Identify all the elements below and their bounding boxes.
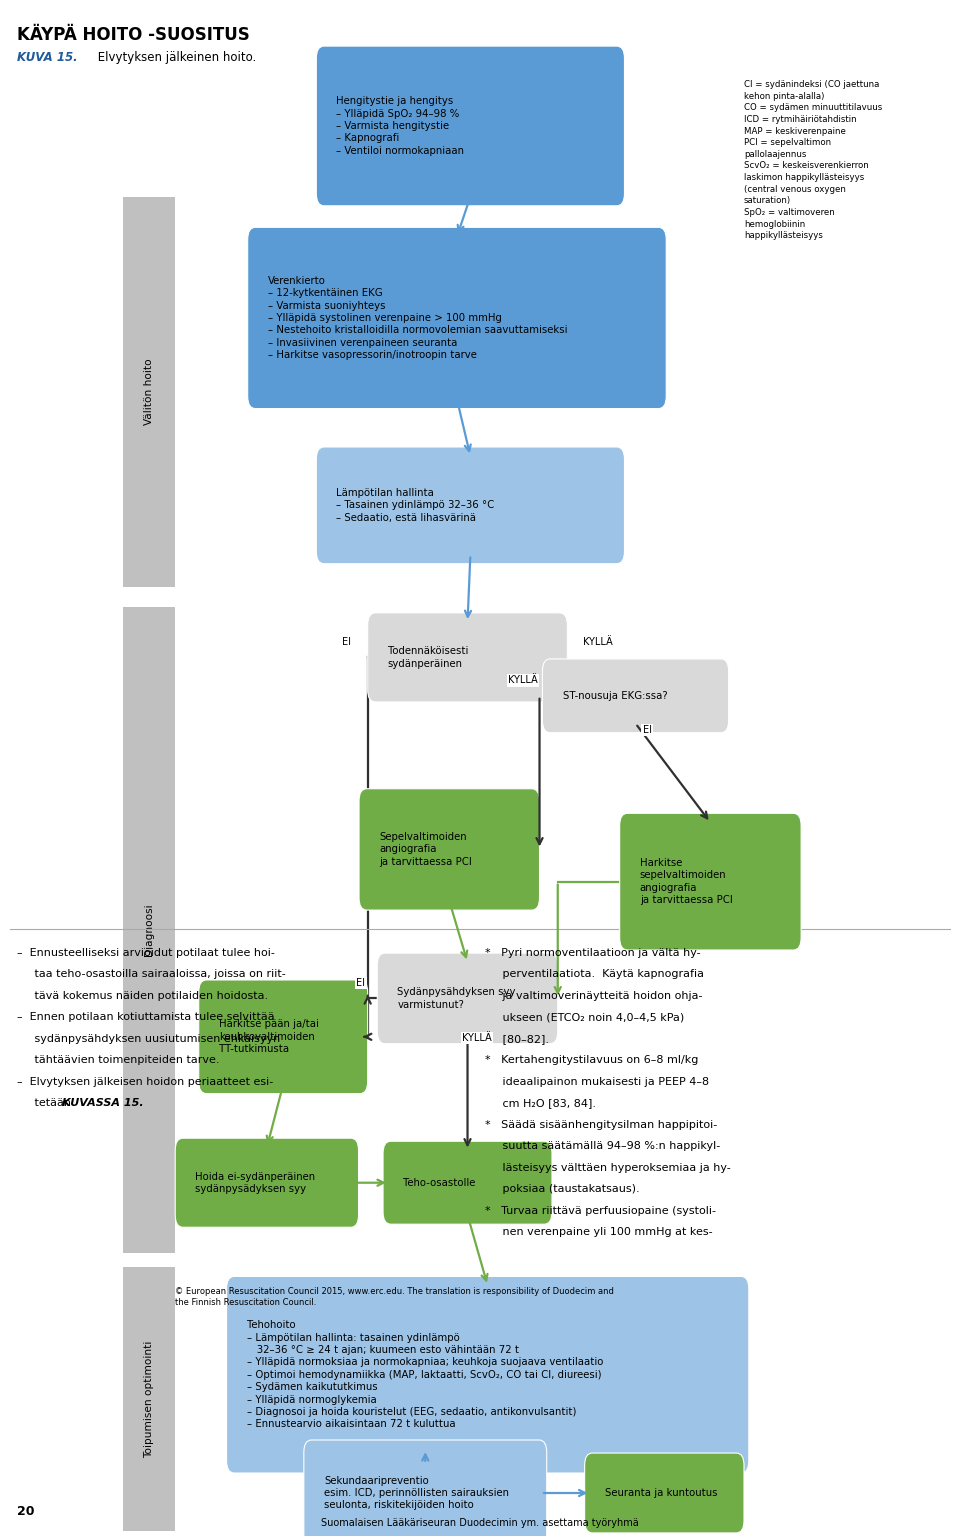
Text: Hengitystie ja hengitys
– Ylläpidä SpO₂ 94–98 %
– Varmista hengitystie
– Kapnogr: Hengitystie ja hengitys – Ylläpidä SpO₂ …: [337, 97, 465, 155]
FancyBboxPatch shape: [542, 659, 729, 733]
Text: nen verenpaine yli 100 mmHg at kes-: nen verenpaine yli 100 mmHg at kes-: [485, 1227, 712, 1238]
FancyBboxPatch shape: [368, 613, 567, 702]
Text: Seuranta ja kuntoutus: Seuranta ja kuntoutus: [605, 1488, 717, 1498]
FancyBboxPatch shape: [317, 46, 624, 206]
Text: Diagnoosi: Diagnoosi: [144, 903, 154, 957]
Text: © European Resuscitation Council 2015, www.erc.edu. The translation is responsib: © European Resuscitation Council 2015, w…: [175, 1287, 613, 1307]
Text: *   Pyri normoventilaatioon ja vältä hy-: * Pyri normoventilaatioon ja vältä hy-: [485, 948, 701, 958]
Text: Harkitse pään ja/tai
keuhkovaltimoiden
TT-tutkimusta: Harkitse pään ja/tai keuhkovaltimoiden T…: [219, 1020, 319, 1054]
Bar: [123, 607, 175, 1253]
Bar: [123, 197, 175, 587]
Text: KYLLÄ: KYLLÄ: [463, 1034, 492, 1043]
Text: Elvytyksen jälkeinen hoito.: Elvytyksen jälkeinen hoito.: [94, 51, 256, 63]
Text: taa teho-osastoilla sairaaloissa, joissa on riit-: taa teho-osastoilla sairaaloissa, joissa…: [17, 969, 286, 980]
Text: Harkitse
sepelvaltimoiden
angiografia
ja tarvittaessa PCI: Harkitse sepelvaltimoiden angiografia ja…: [639, 859, 732, 905]
Text: ideaalipainon mukaisesti ja PEEP 4–8: ideaalipainon mukaisesti ja PEEP 4–8: [485, 1077, 708, 1087]
Text: *   Kertahengitystilavuus on 6–8 ml/kg: * Kertahengitystilavuus on 6–8 ml/kg: [485, 1055, 698, 1066]
Text: EI: EI: [356, 978, 366, 988]
Text: Välitön hoito: Välitön hoito: [144, 358, 154, 425]
Text: EI: EI: [342, 637, 351, 647]
Text: Hoida ei-sydänperäinen
sydänpysädyksen syy: Hoida ei-sydänperäinen sydänpysädyksen s…: [196, 1172, 316, 1193]
Text: Tehohoito
– Lämpötilan hallinta: tasainen ydinlämpö
   32–36 °C ≥ 24 t ajan; kuu: Tehohoito – Lämpötilan hallinta: tasaine…: [247, 1319, 603, 1430]
Text: Sepelvaltimoiden
angiografia
ja tarvittaessa PCI: Sepelvaltimoiden angiografia ja tarvitta…: [379, 833, 472, 866]
Text: ukseen (ETCO₂ noin 4,0–4,5 kPa): ukseen (ETCO₂ noin 4,0–4,5 kPa): [485, 1012, 684, 1023]
Text: KUVASSA 15.: KUVASSA 15.: [61, 1098, 143, 1109]
Text: KÄYPÄ HOITO -SUOSITUS: KÄYPÄ HOITO -SUOSITUS: [17, 26, 250, 45]
Text: ST-nousuja EKG:ssa?: ST-nousuja EKG:ssa?: [563, 691, 667, 700]
Text: tävä kokemus näiden potilaiden hoidosta.: tävä kokemus näiden potilaiden hoidosta.: [17, 991, 269, 1001]
FancyBboxPatch shape: [303, 1441, 547, 1536]
FancyBboxPatch shape: [176, 1138, 359, 1227]
Text: *   Säädä sisäänhengitysilman happipitoi-: * Säädä sisäänhengitysilman happipitoi-: [485, 1120, 717, 1130]
Text: cm H₂O [83, 84].: cm H₂O [83, 84].: [485, 1098, 596, 1109]
Text: –  Ennusteelliseksi arvioidut potilaat tulee hoi-: – Ennusteelliseksi arvioidut potilaat tu…: [17, 948, 276, 958]
Text: EI: EI: [642, 725, 652, 734]
FancyBboxPatch shape: [317, 447, 624, 564]
Text: tähtäävien toimenpiteiden tarve.: tähtäävien toimenpiteiden tarve.: [17, 1055, 220, 1066]
Text: Lämpötilan hallinta
– Tasainen ydinlämpö 32–36 °C
– Sedaatio, estä lihasvärinä: Lämpötilan hallinta – Tasainen ydinlämpö…: [337, 488, 494, 522]
FancyBboxPatch shape: [248, 227, 666, 409]
Text: Teho-osastolle: Teho-osastolle: [403, 1178, 475, 1187]
Text: –  Ennen potilaan kotiuttamista tulee selvittää: – Ennen potilaan kotiuttamista tulee sel…: [17, 1012, 275, 1023]
Text: Verenkierto
– 12-kytkentäinen EKG
– Varmista suoniyhteys
– Ylläpidä systolinen v: Verenkierto – 12-kytkentäinen EKG – Varm…: [268, 276, 567, 359]
Text: [80–82].: [80–82].: [485, 1034, 549, 1044]
FancyBboxPatch shape: [620, 814, 801, 949]
Text: KUVA 15.: KUVA 15.: [17, 51, 78, 63]
FancyBboxPatch shape: [359, 790, 540, 909]
Text: tetään: tetään: [17, 1098, 75, 1109]
Text: 20: 20: [17, 1505, 35, 1518]
Text: Sydänpysähdyksen syy
varmistunut?: Sydänpysähdyksen syy varmistunut?: [397, 988, 516, 1009]
FancyBboxPatch shape: [377, 952, 558, 1044]
Text: Todennäköisesti
sydänperäinen: Todennäköisesti sydänperäinen: [388, 647, 468, 668]
Text: Toipumisen optimointi: Toipumisen optimointi: [144, 1341, 154, 1458]
Text: lästeisyys välttäen hyperoksemiaa ja hy-: lästeisyys välttäen hyperoksemiaa ja hy-: [485, 1163, 731, 1174]
Text: Suomalaisen Lääkäriseuran Duodecimin ym. asettama työryhmä: Suomalaisen Lääkäriseuran Duodecimin ym.…: [322, 1518, 638, 1528]
Text: KYLLÄ: KYLLÄ: [584, 637, 612, 647]
Bar: [123, 1267, 175, 1531]
Text: KYLLÄ: KYLLÄ: [509, 676, 538, 685]
Text: sydänpysähdyksen uusiutumisen ehkäisyyn: sydänpysähdyksen uusiutumisen ehkäisyyn: [17, 1034, 280, 1044]
Text: perventilaatiota.  Käytä kapnografia: perventilaatiota. Käytä kapnografia: [485, 969, 704, 980]
Text: suutta säätämällä 94–98 %:n happikyl-: suutta säätämällä 94–98 %:n happikyl-: [485, 1141, 720, 1152]
Text: ja valtimoverinäytteitä hoidon ohja-: ja valtimoverinäytteitä hoidon ohja-: [485, 991, 703, 1001]
Text: –  Elvytyksen jälkeisen hoidon periaatteet esi-: – Elvytyksen jälkeisen hoidon periaattee…: [17, 1077, 274, 1087]
Text: CI = sydänindeksi (CO jaettuna
kehon pinta-alalla)
CO = sydämen minuuttitilavuus: CI = sydänindeksi (CO jaettuna kehon pin…: [744, 80, 882, 241]
Text: Sekundaaripreventio
esim. ICD, perinnöllisten sairauksien
seulonta, riskitekijöi: Sekundaaripreventio esim. ICD, perinnöll…: [324, 1476, 509, 1510]
Text: poksiaa (taustakatsaus).: poksiaa (taustakatsaus).: [485, 1184, 639, 1195]
FancyBboxPatch shape: [227, 1276, 749, 1473]
FancyBboxPatch shape: [585, 1453, 744, 1533]
FancyBboxPatch shape: [383, 1141, 552, 1224]
Text: *   Turvaa riittävä perfuusiopaine (systoli-: * Turvaa riittävä perfuusiopaine (systol…: [485, 1206, 716, 1217]
FancyBboxPatch shape: [199, 980, 368, 1094]
